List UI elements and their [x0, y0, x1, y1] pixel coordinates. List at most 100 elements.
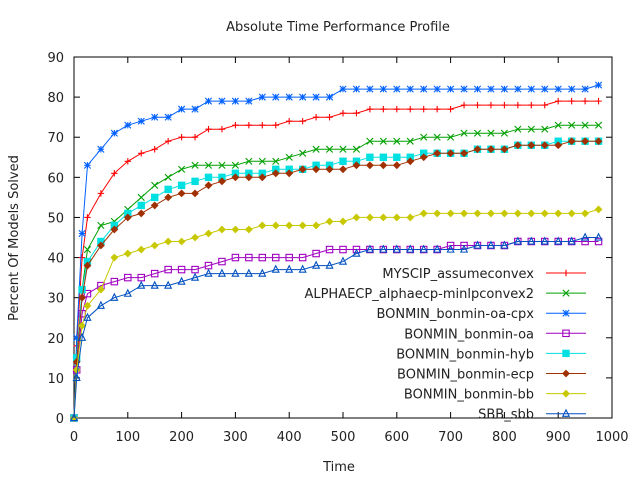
data-point: [338, 256, 348, 265]
data-point: [218, 177, 226, 186]
data-point: [500, 85, 508, 93]
data-point: [205, 126, 212, 133]
data-point: [446, 209, 455, 218]
legend-marker: [562, 369, 570, 378]
data-point: [258, 93, 266, 101]
data-point: [406, 213, 415, 222]
data-point: [406, 157, 415, 166]
data-point: [96, 300, 105, 309]
data-point: [191, 161, 199, 169]
data-point: [177, 181, 186, 190]
data-point: [110, 225, 119, 234]
legend-label: SBB_sbb: [478, 408, 534, 423]
legend: MYSCIP_assumeconvex ALPHAECP_alphaecp-min…: [304, 267, 586, 423]
data-point: [245, 253, 253, 262]
data-point: [473, 240, 482, 249]
data-point: [365, 244, 374, 253]
data-point: [137, 117, 145, 125]
data-point: [541, 125, 549, 133]
legend-item: ALPHAECP_alphaecp-minlpconvex2: [304, 287, 586, 302]
data-point: [352, 85, 361, 93]
data-point: [272, 121, 279, 129]
data-point: [72, 372, 81, 382]
data-point: [459, 244, 469, 253]
data-point: [78, 254, 86, 261]
series-8: [69, 232, 603, 422]
y-tick-label: 40: [47, 252, 64, 267]
data-point: [540, 209, 549, 218]
legend-item: BONMIN_bonmin-bb: [404, 388, 586, 403]
data-point: [541, 85, 549, 93]
x-tick-label: 1000: [595, 430, 628, 445]
x-tick-label: 500: [331, 430, 356, 445]
data-point: [554, 236, 563, 245]
data-point: [191, 105, 199, 113]
data-point: [460, 129, 468, 137]
data-point: [83, 261, 92, 270]
data-point: [110, 292, 119, 301]
data-point: [513, 141, 522, 150]
y-tick-label: 20: [47, 332, 64, 347]
data-point: [420, 85, 428, 93]
legend-marker: [562, 349, 570, 358]
legend-marker: [562, 389, 570, 398]
data-point: [420, 105, 427, 113]
data-point: [271, 169, 280, 178]
data-point: [110, 253, 119, 262]
y-tick-label: 80: [47, 91, 64, 106]
data-point: [217, 268, 227, 277]
data-point: [286, 117, 293, 125]
x-tick-label: 200: [169, 430, 194, 445]
data-point: [540, 141, 549, 150]
legend-marker: [562, 309, 570, 317]
data-point: [150, 269, 159, 278]
data-point: [231, 268, 240, 277]
data-point: [339, 245, 347, 254]
data-point: [527, 85, 535, 93]
data-point: [339, 145, 347, 153]
data-point: [245, 97, 253, 105]
data-point: [164, 193, 173, 202]
data-point: [285, 264, 294, 273]
data-point: [393, 105, 400, 113]
data-point: [594, 237, 603, 246]
data-point: [352, 213, 361, 222]
data-point: [554, 209, 563, 218]
data-point: [151, 193, 159, 202]
data-point: [407, 105, 414, 113]
chart-title: Absolute Time Performance Profile: [226, 20, 450, 35]
data-point: [312, 165, 321, 174]
data-point: [460, 101, 468, 109]
data-point: [486, 240, 496, 249]
data-point: [447, 105, 454, 113]
data-point: [514, 101, 522, 109]
data-point: [164, 113, 172, 121]
data-point: [339, 85, 347, 93]
data-point: [460, 85, 468, 93]
series-7: [70, 205, 603, 422]
data-point: [177, 189, 186, 198]
data-point: [419, 153, 428, 162]
y-tick-label: 10: [47, 372, 64, 387]
data-point: [594, 232, 603, 241]
data-point: [447, 85, 455, 93]
data-point: [513, 209, 522, 218]
legend-marker: [561, 408, 571, 417]
data-point: [541, 101, 548, 109]
data-point: [393, 85, 401, 93]
data-point: [258, 173, 267, 182]
y-tick-label: 50: [47, 211, 64, 226]
data-point: [271, 253, 280, 262]
data-point: [567, 209, 576, 218]
data-point: [339, 109, 347, 117]
data-point: [83, 301, 92, 310]
data-point: [123, 213, 132, 222]
data-point: [594, 81, 603, 89]
data-point: [204, 161, 213, 169]
series-1: [70, 97, 602, 422]
x-tick-label: 0: [70, 430, 78, 445]
data-point: [97, 190, 105, 197]
data-point: [514, 85, 522, 93]
data-point: [164, 138, 172, 145]
